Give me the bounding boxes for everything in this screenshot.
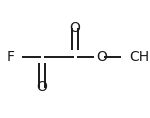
Text: O: O: [70, 21, 80, 35]
Text: O: O: [37, 80, 47, 94]
Text: F: F: [7, 50, 15, 64]
Text: CH3: CH3: [129, 50, 150, 64]
Text: O: O: [97, 50, 107, 64]
